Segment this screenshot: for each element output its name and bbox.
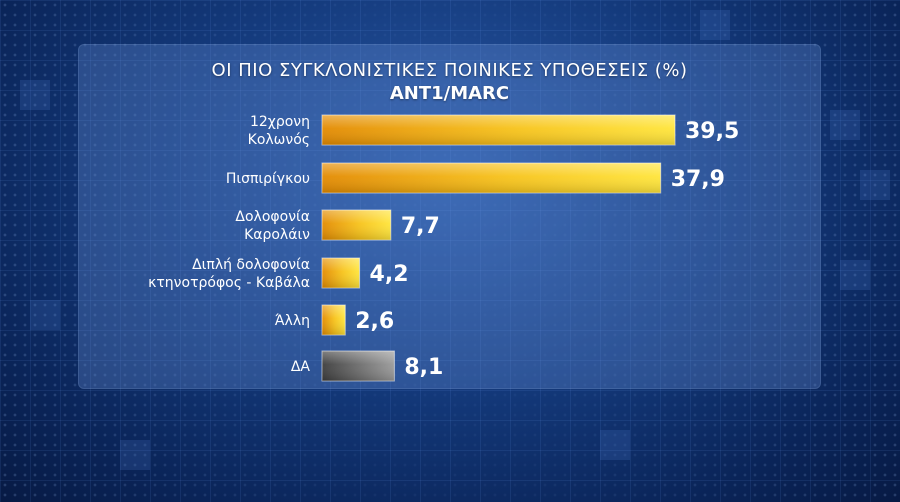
category-label-line-3-0: Διπλή δολοφονία — [192, 257, 310, 273]
bar-shine-3 — [322, 258, 360, 288]
category-label-line-2-1: Καρολάιν — [244, 227, 310, 243]
category-label-line-0-1: Κολωνός — [248, 132, 310, 148]
bar-shine-5 — [322, 351, 395, 381]
category-label-line-4-0: Άλλη — [275, 313, 310, 329]
category-label-3: Διπλή δολοφονία κτηνοτρόφος - Καβάλα — [148, 257, 310, 291]
chart-title: ΟΙ ΠΙΟ ΣΥΓΚΛΟΝΙΣΤΙΚΕΣ ΠΟΙΝΙΚΕΣ ΥΠΟΘΕΣΕΙΣ… — [211, 60, 688, 81]
bar-shine-2 — [322, 210, 391, 240]
bar-shine-4 — [322, 305, 346, 335]
value-label-1: 37,9 — [671, 167, 725, 192]
bar-shine-0 — [322, 115, 675, 145]
category-label-line-1-0: Πισπιρίγκου — [226, 171, 310, 187]
category-label-line-2-0: Δολοφονία — [235, 209, 310, 225]
value-label-0: 39,5 — [685, 119, 739, 144]
chart-subtitle: ANT1/MARC — [389, 83, 510, 104]
bar-shine-1 — [322, 163, 661, 193]
value-label-4: 2,6 — [355, 309, 394, 334]
category-label-line-5-0: ΔΑ — [291, 359, 311, 375]
value-label-5: 8,1 — [404, 355, 443, 380]
category-label-5: ΔΑ — [291, 359, 311, 375]
category-label-1: Πισπιρίγκου — [226, 171, 310, 187]
category-label-0: 12χρονη Κολωνός — [248, 114, 310, 148]
category-label-4: Άλλη — [275, 313, 310, 329]
category-label-line-3-1: κτηνοτρόφος - Καβάλα — [148, 275, 310, 291]
chart-panel — [78, 44, 821, 389]
value-label-3: 4,2 — [370, 262, 409, 287]
category-label-2: Δολοφονία Καρολάιν — [235, 209, 310, 243]
value-label-2: 7,7 — [401, 214, 440, 239]
category-label-line-0-0: 12χρονη — [250, 114, 310, 130]
